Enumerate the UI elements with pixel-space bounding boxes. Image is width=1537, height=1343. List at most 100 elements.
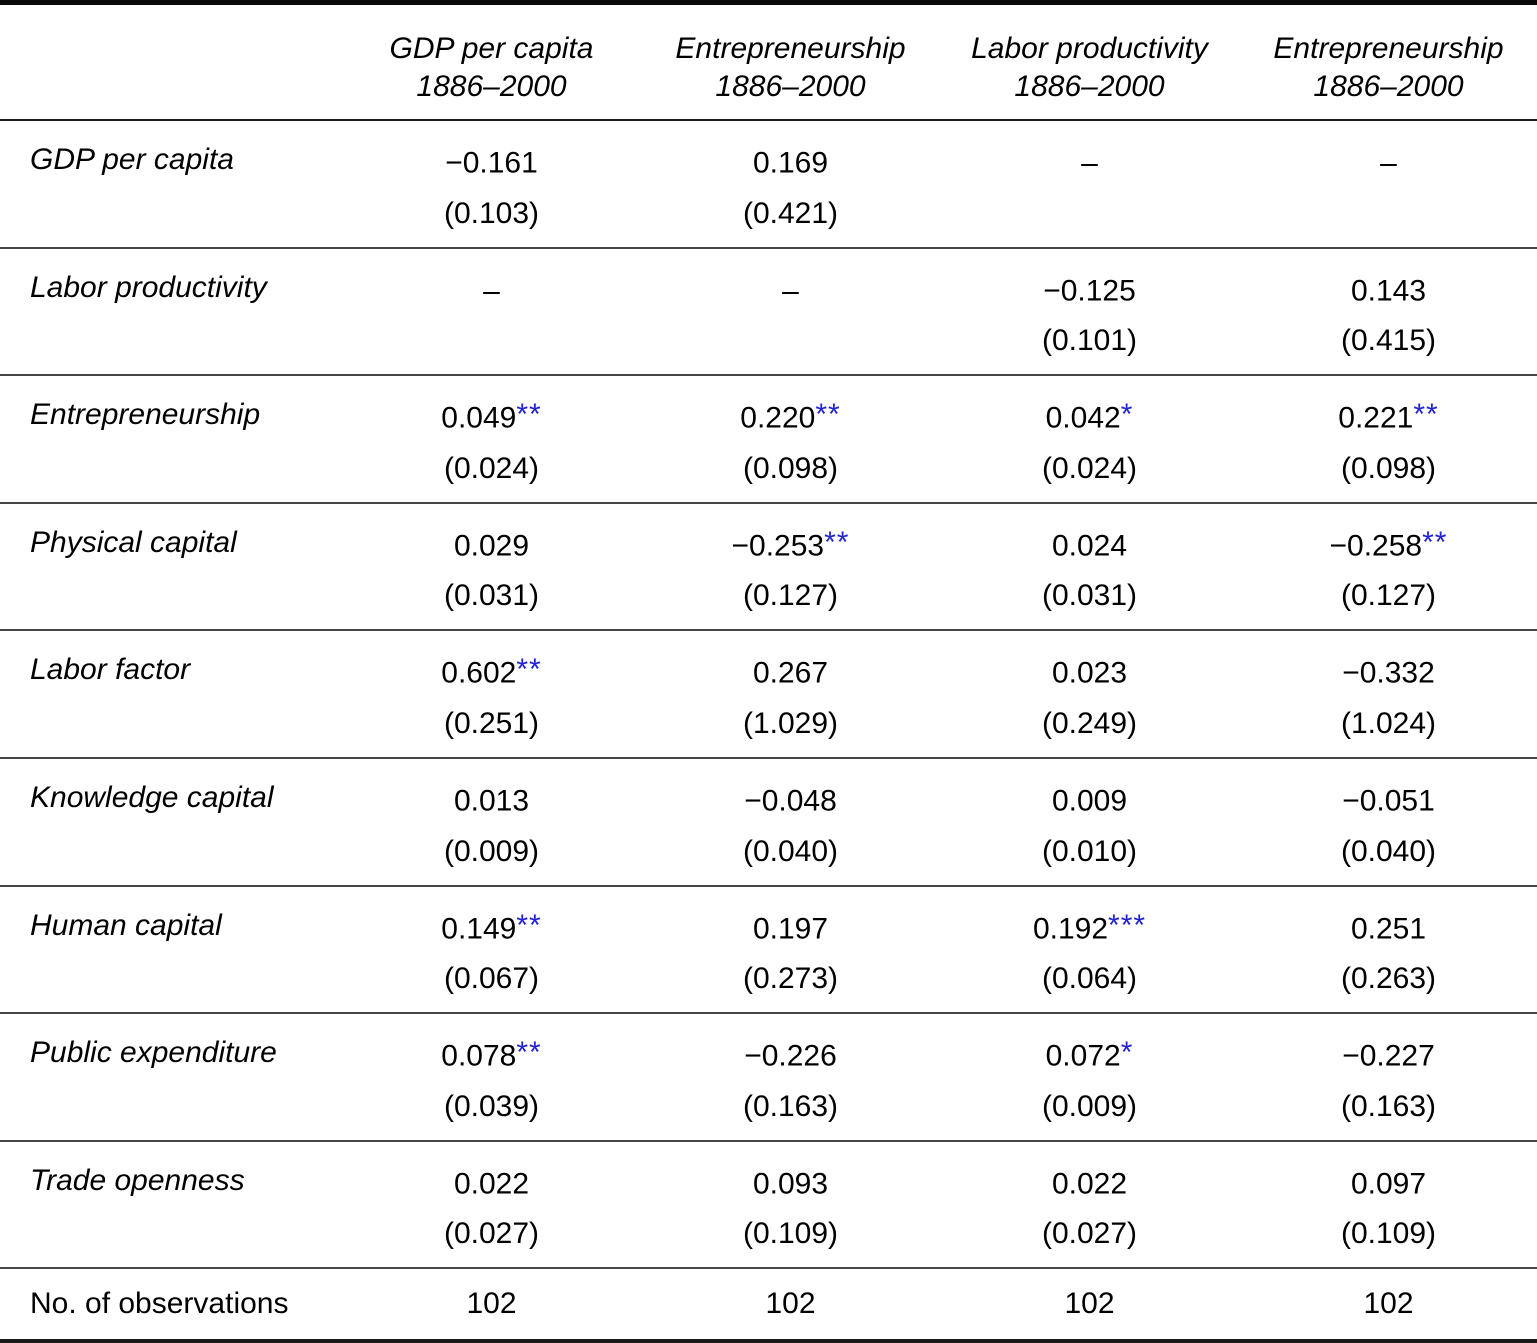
cell-value: 0.013 xyxy=(453,784,530,818)
cell-value: 0.042 xyxy=(1045,401,1121,435)
cell-value: −0.125 xyxy=(1043,274,1136,308)
cell-value: 0.267 xyxy=(752,656,829,690)
cell-value: 0.192 xyxy=(1032,912,1109,946)
value-cell: 0.022 (0.027) xyxy=(940,1141,1239,1269)
cell-value: 0.009 xyxy=(1051,784,1128,818)
table-row: Knowledge capital 0.013 (0.009) −0.048 (… xyxy=(0,758,1537,886)
value-cell: 0.220** (0.098) xyxy=(641,375,940,503)
cell-standard-error: (0.249) xyxy=(1041,706,1138,740)
cell-standard-error: (0.040) xyxy=(742,834,839,868)
value-cell: 0.029 (0.031) xyxy=(342,503,641,631)
row-label: No. of observations xyxy=(30,1287,289,1321)
significance-stars: * xyxy=(1120,398,1134,432)
cell-standard-error: (0.067) xyxy=(443,962,540,996)
observations-row: No. of observations 102 102 102 102 xyxy=(0,1268,1537,1341)
cell-standard-error: (0.009) xyxy=(1041,1089,1138,1123)
cell-standard-error xyxy=(348,324,635,358)
value-cell: −0.253** (0.127) xyxy=(641,503,940,631)
value-cell: 0.267 (1.029) xyxy=(641,630,940,758)
cell-standard-error: (0.027) xyxy=(443,1217,540,1251)
value-cell: −0.226 (0.163) xyxy=(641,1013,940,1141)
significance-stars: ** xyxy=(824,525,850,559)
significance-stars: ** xyxy=(815,398,841,432)
cell-value: 0.049 xyxy=(441,401,517,435)
value-cell: – xyxy=(1239,120,1537,248)
header-title: Entrepreneurship xyxy=(675,32,906,65)
cell-standard-error: (0.109) xyxy=(1340,1217,1437,1251)
cell-value: 0.022 xyxy=(1051,1167,1128,1201)
cell-standard-error: (0.027) xyxy=(1041,1217,1138,1251)
row-label: Public expenditure xyxy=(30,1036,277,1070)
value-cell: 0.192*** (0.064) xyxy=(940,886,1239,1014)
table-row: Labor productivity – – −0.125 (0.101) 0.… xyxy=(0,248,1537,376)
value-cell: −0.227 (0.163) xyxy=(1239,1013,1537,1141)
cell-value: 0.251 xyxy=(1350,912,1427,946)
table-row: Entrepreneurship 0.049** (0.024) 0.220**… xyxy=(0,375,1537,503)
significance-stars: ** xyxy=(1422,525,1448,559)
cell-value: 0.029 xyxy=(453,529,530,563)
value-cell: 0.009 (0.010) xyxy=(940,758,1239,886)
cell-standard-error: (0.263) xyxy=(1340,962,1437,996)
cell-standard-error: (0.031) xyxy=(443,579,540,613)
value-cell: – xyxy=(641,248,940,376)
cell-value: 102 xyxy=(466,1287,517,1321)
cell-value: 0.197 xyxy=(752,912,829,946)
cell-value: −0.258 xyxy=(1329,529,1423,563)
header-period: 1886–2000 xyxy=(1014,70,1165,103)
row-label: Human capital xyxy=(30,908,222,942)
significance-stars: ** xyxy=(516,398,542,432)
header-spacer xyxy=(0,3,342,121)
value-cell: 0.049** (0.024) xyxy=(342,375,641,503)
cell-standard-error: (0.098) xyxy=(1340,451,1437,485)
cell-value: – xyxy=(782,274,799,308)
column-header: GDP per capita 1886–2000 xyxy=(342,3,641,121)
value-cell: 0.024 (0.031) xyxy=(940,503,1239,631)
cell-standard-error: (0.127) xyxy=(1340,579,1437,613)
value-cell: −0.051 (0.040) xyxy=(1239,758,1537,886)
cell-value: −0.332 xyxy=(1342,656,1435,690)
column-header: Entrepreneurship 1886–2000 xyxy=(1239,3,1537,121)
cell-standard-error: (0.010) xyxy=(1041,834,1138,868)
cell-value: 0.221 xyxy=(1338,401,1414,435)
value-cell: 0.221** (0.098) xyxy=(1239,375,1537,503)
significance-stars: ** xyxy=(516,908,542,942)
cell-standard-error: (0.101) xyxy=(1041,324,1138,358)
cell-value: 0.093 xyxy=(752,1167,829,1201)
cell-standard-error: (0.421) xyxy=(742,196,839,230)
cell-value: −0.227 xyxy=(1342,1039,1435,1073)
cell-standard-error: (0.415) xyxy=(1340,324,1437,358)
table-row: GDP per capita −0.161 (0.103) 0.169 (0.4… xyxy=(0,120,1537,248)
cell-value: −0.253 xyxy=(731,529,825,563)
table-row: Trade openness 0.022 (0.027) 0.093 (0.10… xyxy=(0,1141,1537,1269)
cell-value: 0.220 xyxy=(740,401,816,435)
table-row: Public expenditure 0.078** (0.039) −0.22… xyxy=(0,1013,1537,1141)
value-cell: 0.602** (0.251) xyxy=(342,630,641,758)
value-cell: 102 xyxy=(641,1268,940,1341)
cell-standard-error: (0.031) xyxy=(1041,579,1138,613)
cell-value: – xyxy=(483,274,500,308)
cell-standard-error: (0.109) xyxy=(742,1217,839,1251)
row-label: GDP per capita xyxy=(30,143,234,176)
value-cell: −0.048 (0.040) xyxy=(641,758,940,886)
cell-standard-error: (0.273) xyxy=(742,962,839,996)
table-row: Labor factor 0.602** (0.251) 0.267 (1.02… xyxy=(0,630,1537,758)
table-row: Physical capital 0.029 (0.031) −0.253** … xyxy=(0,503,1537,631)
cell-standard-error xyxy=(946,197,1233,231)
row-label: Entrepreneurship xyxy=(30,398,261,432)
cell-value: 0.602 xyxy=(441,656,517,690)
row-label: Knowledge capital xyxy=(30,780,274,814)
significance-stars: ** xyxy=(516,653,542,687)
column-header: Entrepreneurship 1886–2000 xyxy=(641,3,940,121)
cell-standard-error: (1.024) xyxy=(1340,706,1437,740)
value-cell: 0.197 (0.273) xyxy=(641,886,940,1014)
cell-standard-error: (0.163) xyxy=(1340,1089,1437,1123)
row-label: Physical capital xyxy=(30,525,237,559)
header-period: 1886–2000 xyxy=(715,70,866,103)
cell-standard-error: (0.098) xyxy=(742,451,839,485)
cell-value: 0.024 xyxy=(1051,529,1128,563)
value-cell: 102 xyxy=(1239,1268,1537,1341)
header-title: GDP per capita xyxy=(389,32,594,65)
cell-standard-error: (0.039) xyxy=(443,1089,540,1123)
